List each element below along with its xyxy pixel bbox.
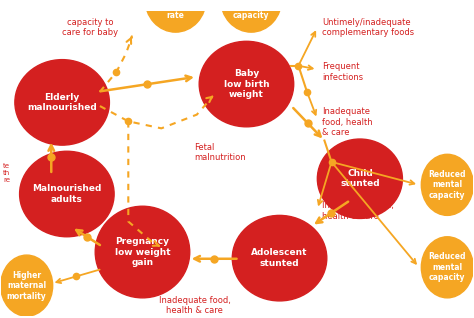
Text: Inadequate food,
health & care: Inadequate food, health & care — [158, 296, 230, 315]
Ellipse shape — [95, 206, 190, 298]
Ellipse shape — [421, 154, 474, 215]
Ellipse shape — [232, 215, 327, 301]
Text: Elderly
malnourished: Elderly malnourished — [27, 93, 97, 112]
Text: Child
stunted: Child stunted — [340, 169, 380, 189]
Text: Higher
maternal
mortality: Higher maternal mortality — [7, 271, 46, 301]
Text: Adolescent
stunted: Adolescent stunted — [251, 248, 308, 268]
Text: capacity to
care for baby: capacity to care for baby — [63, 18, 118, 37]
Text: Untimely/inadequate
complementary foods: Untimely/inadequate complementary foods — [322, 18, 414, 37]
Ellipse shape — [220, 0, 282, 32]
Text: Frequent
infections: Frequent infections — [322, 62, 363, 81]
Ellipse shape — [145, 0, 206, 32]
Text: te
th
re: te th re — [3, 162, 10, 183]
Text: Malnourished
adults: Malnourished adults — [32, 184, 101, 204]
Ellipse shape — [19, 151, 114, 237]
Text: Inadequate
food, health
& care: Inadequate food, health & care — [322, 107, 373, 137]
Ellipse shape — [421, 237, 474, 298]
Text: Pregnancy
low weight
gain: Pregnancy low weight gain — [115, 237, 170, 267]
Text: Fetal
malnutrition: Fetal malnutrition — [194, 143, 246, 162]
Ellipse shape — [318, 139, 402, 218]
Text: mortality
rate: mortality rate — [155, 1, 195, 20]
Text: Inadequate food,
health & care: Inadequate food, health & care — [322, 201, 394, 220]
Ellipse shape — [199, 41, 294, 127]
Text: Baby
low birth
weight: Baby low birth weight — [224, 69, 269, 99]
Text: Reduced
mental
capacity: Reduced mental capacity — [428, 252, 466, 282]
Ellipse shape — [15, 60, 109, 145]
Text: mental
capacity: mental capacity — [233, 1, 269, 20]
Text: Reduced
mental
capacity: Reduced mental capacity — [428, 170, 466, 200]
Ellipse shape — [0, 255, 53, 316]
